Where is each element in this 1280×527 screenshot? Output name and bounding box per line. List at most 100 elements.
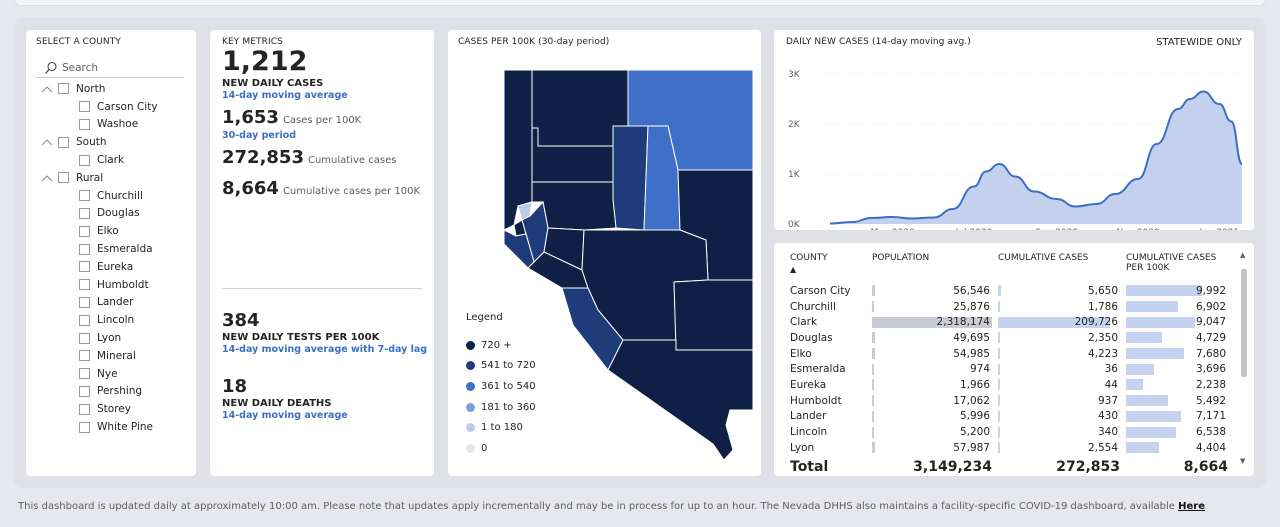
slicer-item[interactable]: Washoe (36, 116, 186, 134)
county-clark (607, 339, 754, 461)
per100k-bar (1126, 285, 1202, 297)
slicer-item[interactable]: Lincoln (36, 311, 186, 329)
checkbox[interactable] (79, 385, 90, 397)
population-bar (872, 395, 874, 407)
cases-value: 2,350 (1087, 331, 1118, 344)
table-row[interactable]: Douglas 49,695 2,350 4,729 (790, 330, 1246, 346)
cases-value: 36 (1104, 363, 1118, 376)
scroll-down-icon[interactable]: ▼ (1240, 457, 1246, 465)
chart-title: DAILY NEW CASES (14-day moving avg.) (786, 37, 971, 47)
search-box[interactable]: Search (36, 61, 184, 78)
legend-label: 181 to 360 (481, 401, 536, 413)
slicer-group[interactable]: North (36, 80, 186, 98)
checkbox[interactable] (79, 296, 90, 308)
chevron-up-icon[interactable] (40, 84, 54, 94)
checkbox[interactable] (58, 83, 69, 95)
cases-value: 4,223 (1087, 347, 1118, 360)
slicer-item[interactable]: Eureka (36, 258, 186, 276)
checkbox[interactable] (79, 154, 90, 166)
checkbox[interactable] (58, 172, 69, 184)
slicer-item[interactable]: Mineral (36, 347, 186, 365)
slicer-item[interactable]: Storey (36, 400, 186, 418)
table-total-row: Total 3,149,234 272,853 8,664 (790, 457, 1246, 477)
per100k-label: Cases per 100K (282, 115, 362, 126)
table-row[interactable]: Lander 5,996 430 7,171 (790, 409, 1246, 425)
checkbox[interactable] (79, 190, 90, 202)
scroll-thumb[interactable] (1241, 269, 1247, 377)
population-bar (872, 442, 875, 454)
legend-label: 361 to 540 (481, 380, 536, 392)
total-cases: 272,853 (1056, 458, 1120, 475)
series-line[interactable] (829, 90, 1243, 225)
cell-county: Lyon (790, 441, 815, 454)
header-county[interactable]: COUNTY ▲ (790, 253, 872, 283)
slicer-item[interactable]: Pershing (36, 383, 186, 401)
slicer-item[interactable]: Elko (36, 222, 186, 240)
slicer-item[interactable]: Carson City (36, 98, 186, 116)
cell-per100k: 4,729 (1126, 331, 1228, 344)
footer-link[interactable]: Here (1178, 501, 1205, 512)
table-row[interactable]: Humboldt 17,062 937 5,492 (790, 393, 1246, 409)
sort-ascending-icon[interactable]: ▲ (790, 265, 797, 274)
population-bar (872, 285, 875, 297)
metrics-divider (222, 288, 422, 289)
checkbox[interactable] (79, 314, 90, 326)
checkbox[interactable] (79, 243, 90, 255)
scroll-up-icon[interactable]: ▲ (1240, 251, 1246, 259)
table-row[interactable]: Lincoln 5,200 340 6,538 (790, 424, 1246, 440)
top-strip (14, 0, 1266, 6)
slicer-item[interactable]: Clark (36, 151, 186, 169)
table-row[interactable]: Carson City 56,546 5,650 9,992 (790, 283, 1246, 299)
slicer-item[interactable]: Lander (36, 294, 186, 312)
checkbox[interactable] (79, 101, 90, 113)
slicer-item[interactable]: Humboldt (36, 276, 186, 294)
cell-county: Eureka (790, 378, 827, 391)
table-body: Carson City 56,546 5,650 9,992 Churchill 25,8… (790, 283, 1246, 456)
checkbox[interactable] (79, 368, 90, 380)
chevron-up-icon[interactable] (40, 173, 54, 183)
legend-label: 0 (481, 442, 488, 454)
slicer-item[interactable]: Churchill (36, 187, 186, 205)
header-population[interactable]: POPULATION (872, 253, 930, 263)
checkbox[interactable] (79, 207, 90, 219)
table-row[interactable]: Churchill 25,876 1,786 6,902 (790, 299, 1246, 315)
search-icon (45, 61, 57, 74)
chevron-up-icon[interactable] (40, 137, 54, 147)
slicer-item[interactable]: White Pine (36, 418, 186, 436)
checkbox[interactable] (79, 118, 90, 130)
search-input[interactable]: Search (62, 62, 99, 74)
map-panel: CASES PER 100K (30-day period) (448, 30, 761, 476)
table-scrollbar[interactable]: ▲ ▼ (1240, 251, 1248, 467)
population-value: 25,876 (953, 300, 990, 313)
nevada-map[interactable] (448, 30, 761, 476)
population-value: 57,987 (953, 441, 990, 454)
slicer-group[interactable]: South (36, 133, 186, 151)
slicer-item[interactable]: Esmeralda (36, 240, 186, 258)
slicer-item-label: Elko (97, 225, 119, 238)
checkbox[interactable] (58, 136, 69, 148)
table-row[interactable]: Eureka 1,966 44 2,238 (790, 377, 1246, 393)
checkbox[interactable] (79, 225, 90, 237)
checkbox[interactable] (79, 421, 90, 433)
y-tick-label: 3K (788, 70, 801, 80)
slicer-item[interactable]: Douglas (36, 205, 186, 223)
checkbox[interactable] (79, 403, 90, 415)
checkbox[interactable] (79, 279, 90, 291)
per100k-bar (1126, 316, 1195, 328)
table-row[interactable]: Lyon 57,987 2,554 4,404 (790, 440, 1246, 456)
cell-population: 2,318,174 (872, 316, 998, 329)
population-value: 1,966 (959, 378, 990, 391)
cell-cases: 5,650 (998, 284, 1126, 297)
per100k-value: 1,653 (222, 107, 279, 128)
checkbox[interactable] (79, 350, 90, 362)
header-cumulative-cases[interactable]: CUMULATIVE CASES (998, 253, 1089, 263)
table-row[interactable]: Elko 54,985 4,223 7,680 (790, 346, 1246, 362)
header-cases-per100k[interactable]: CUMULATIVE CASES PER 100K (1126, 253, 1217, 273)
table-row[interactable]: Clark 2,318,174 209,726 9,047 (790, 314, 1246, 330)
checkbox[interactable] (79, 261, 90, 273)
slicer-group[interactable]: Rural (36, 169, 186, 187)
slicer-item[interactable]: Nye (36, 365, 186, 383)
checkbox[interactable] (79, 332, 90, 344)
table-row[interactable]: Esmeralda 974 36 3,696 (790, 361, 1246, 377)
slicer-item[interactable]: Lyon (36, 329, 186, 347)
